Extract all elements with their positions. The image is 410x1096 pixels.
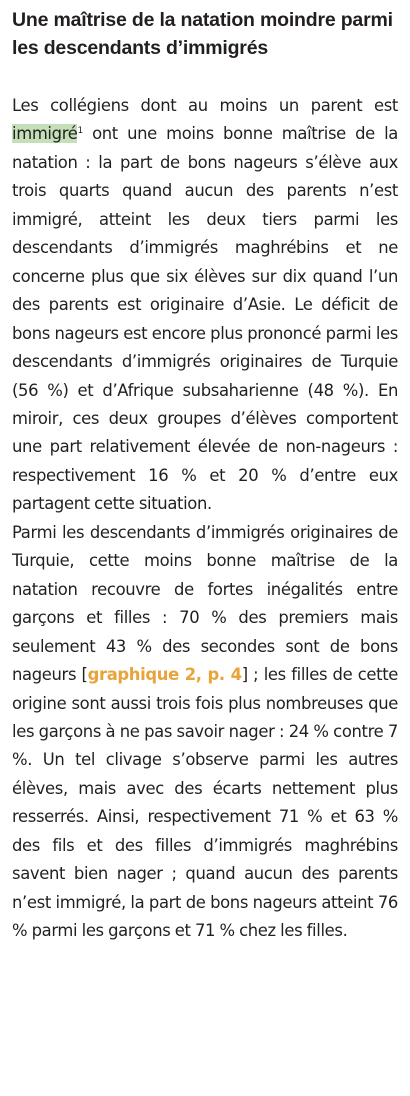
paragraph-2-text-start: Parmi les descendants d’immigrés origina… <box>12 522 398 685</box>
section-title: Une maîtrise de la natation moindre parm… <box>12 9 393 59</box>
article: Une maîtrise de la natation moindre parm… <box>12 6 398 946</box>
glossary-term-immigre[interactable]: immigré <box>12 124 78 144</box>
paragraph-1-text-start: Les collégiens dont au moins un parent e… <box>12 96 398 115</box>
graph-2-reference-link[interactable]: graphique 2, p. 4 <box>87 665 243 685</box>
footnote-ref-1[interactable]: 1 <box>77 126 83 137</box>
paragraph-2-text-end: ] ; les filles de cette origine sont aus… <box>12 665 399 941</box>
paragraph-1: Les collégiens dont au moins un parent e… <box>12 92 398 519</box>
paragraph-1-text-end: ont une moins bonne maîtrise de la natat… <box>12 124 398 514</box>
paragraph-2: Parmi les descendants d’immigrés origina… <box>12 519 398 946</box>
